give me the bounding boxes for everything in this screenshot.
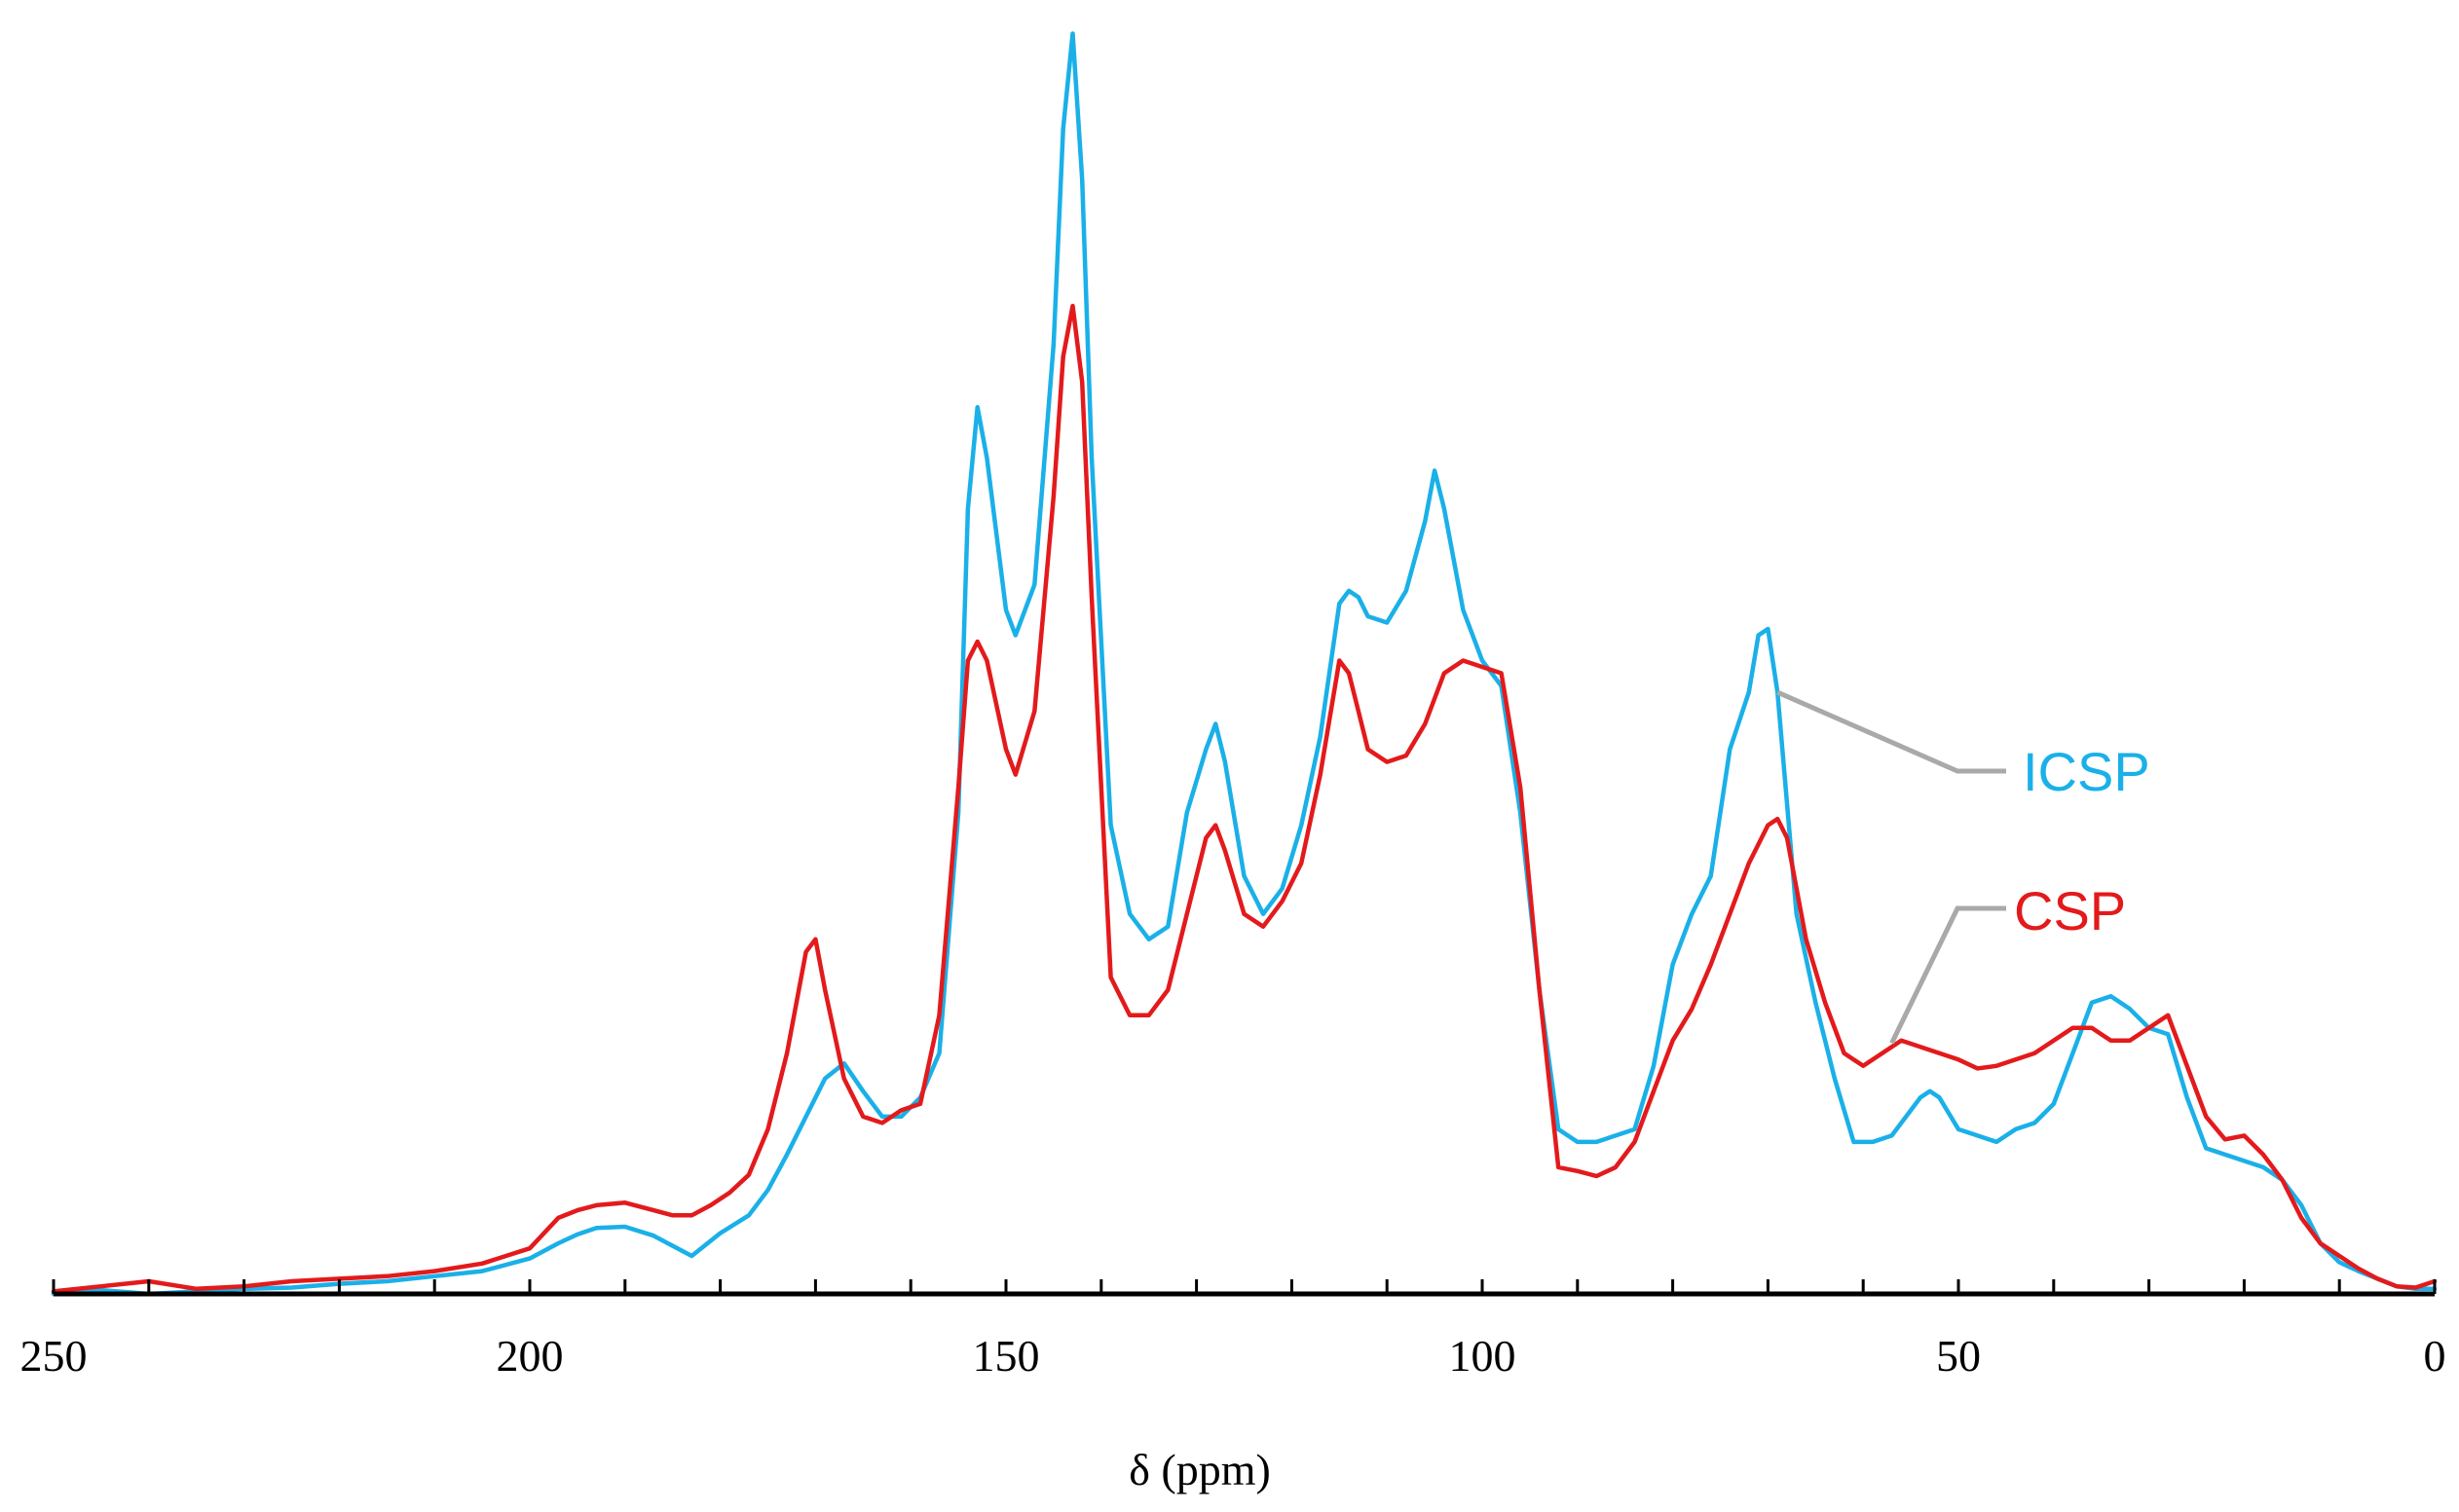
x-tick-label: 100 <box>1449 1331 1516 1381</box>
legend-label-icsp: ICSP <box>2023 741 2150 802</box>
x-axis: 250 200 150 100 50 0 <box>20 1279 2446 1381</box>
x-tick-label: 250 <box>20 1331 88 1381</box>
legend: ICSP CSP <box>1776 689 2150 1045</box>
x-tick-label: 150 <box>973 1331 1040 1381</box>
leader-line-csp <box>1889 905 2006 1045</box>
leader-line-icsp <box>1776 689 2006 774</box>
x-tick-label: 0 <box>2424 1331 2446 1381</box>
legend-label-csp: CSP <box>2014 880 2126 941</box>
series-line-csp <box>51 303 2438 1294</box>
x-tick-label: 50 <box>1936 1331 1981 1381</box>
x-tick-label: 200 <box>497 1331 564 1381</box>
series-layer <box>51 31 2438 1297</box>
series-line-icsp <box>51 31 2438 1297</box>
x-axis-title: δ (ppm) <box>1129 1445 1271 1494</box>
